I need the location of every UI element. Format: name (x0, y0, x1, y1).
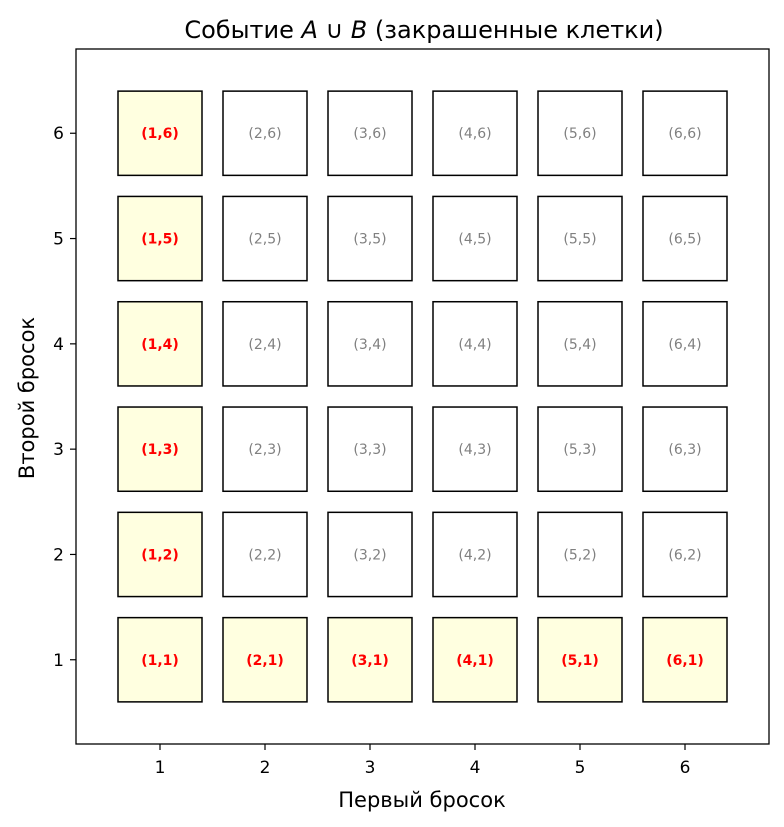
cell-label: (2,3) (248, 442, 281, 458)
cell-label: (4,6) (458, 126, 491, 142)
cells-layer: (1,6) (2,6) (3,6) (4,6) (5,6) (6,6) (1,5) (2,5)… (117, 90, 728, 703)
cell-label: (5,4) (563, 337, 596, 353)
outcome-cell-highlighted (432, 616, 518, 703)
cell-label: (5,1) (561, 653, 599, 669)
outcome-cell (432, 195, 518, 282)
outcome-cell (327, 511, 413, 598)
outcome-cell-highlighted (117, 195, 203, 282)
x-tick-label: 1 (155, 758, 166, 778)
cell-label: (3,4) (353, 337, 386, 353)
cell-label: (4,1) (456, 653, 494, 669)
title-part: (закрашенные клетки) (367, 16, 663, 44)
y-tick-label: 6 (53, 124, 64, 144)
cell-label: (6,6) (668, 126, 701, 142)
outcome-cell (537, 195, 623, 282)
cell-label: (6,3) (668, 442, 701, 458)
outcome-cell (537, 406, 623, 493)
cell-label: (5,3) (563, 442, 596, 458)
cell-label: (2,1) (246, 653, 284, 669)
outcome-cell (222, 90, 308, 177)
outcome-cell (432, 90, 518, 177)
cell-label: (2,4) (248, 337, 281, 353)
outcome-cell (222, 406, 308, 493)
plot-frame (75, 48, 770, 745)
outcome-cell-highlighted (327, 616, 413, 703)
x-tick-label: 6 (680, 758, 691, 778)
y-tick-label: 4 (53, 335, 64, 355)
outcome-cell (432, 406, 518, 493)
title-part: A (300, 16, 318, 44)
cell-label: (4,3) (458, 442, 491, 458)
outcome-cell (642, 511, 728, 598)
outcome-cell (642, 406, 728, 493)
cell-label: (4,4) (458, 337, 491, 353)
title-part: ∪ (318, 16, 351, 44)
ticks-layer: 1 2 3 4 5 6 1 2 3 4 5 6 (53, 124, 690, 778)
y-tick-label: 5 (53, 230, 64, 250)
x-tick-label: 3 (365, 758, 376, 778)
outcome-cell (537, 300, 623, 387)
outcome-cell (432, 300, 518, 387)
outcome-cell-highlighted (117, 406, 203, 493)
cell-label: (1,2) (141, 547, 179, 563)
cell-label: (1,1) (141, 653, 179, 669)
x-tick-label: 2 (260, 758, 271, 778)
y-tick-label: 3 (53, 440, 64, 460)
cell-label: (1,6) (141, 126, 179, 142)
title-part: Событие (184, 16, 301, 44)
cell-label: (4,2) (458, 547, 491, 563)
cell-label: (6,4) (668, 337, 701, 353)
y-tick-label: 1 (53, 651, 64, 671)
x-axis-label: Первый бросок (338, 788, 506, 812)
cell-label: (5,5) (563, 232, 596, 248)
cell-label: (4,5) (458, 232, 491, 248)
cell-label: (2,2) (248, 547, 281, 563)
cell-label: (1,3) (141, 442, 179, 458)
cell-label: (3,2) (353, 547, 386, 563)
outcome-cell-highlighted (222, 616, 308, 703)
outcome-cell (327, 90, 413, 177)
cell-label: (2,6) (248, 126, 281, 142)
cell-label: (6,5) (668, 232, 701, 248)
outcome-cell-highlighted (117, 616, 203, 703)
cell-label: (3,3) (353, 442, 386, 458)
outcome-cell-highlighted (117, 90, 203, 177)
outcome-cell (327, 300, 413, 387)
outcome-cell (327, 406, 413, 493)
outcome-cell-highlighted (117, 300, 203, 387)
x-tick-label: 5 (575, 758, 586, 778)
cell-label: (6,2) (668, 547, 701, 563)
cell-label: (1,4) (141, 337, 179, 353)
outcome-cell-highlighted (117, 511, 203, 598)
outcome-cell (537, 511, 623, 598)
outcome-cell (222, 511, 308, 598)
outcome-cell (327, 195, 413, 282)
chart-title: Событие A ∪ B (закрашенные клетки) (184, 16, 663, 44)
outcome-cell (642, 90, 728, 177)
x-tick-label: 4 (470, 758, 481, 778)
outcome-cell-highlighted (642, 616, 728, 703)
outcome-cell (222, 195, 308, 282)
cell-label: (3,5) (353, 232, 386, 248)
cell-label: (1,5) (141, 232, 179, 248)
cell-label: (6,1) (666, 653, 704, 669)
outcome-cell (642, 195, 728, 282)
cell-label: (3,6) (353, 126, 386, 142)
title-part: B (351, 16, 367, 44)
cell-label: (3,1) (351, 653, 389, 669)
cell-label: (5,2) (563, 547, 596, 563)
outcome-cell (222, 300, 308, 387)
outcome-cell (537, 90, 623, 177)
outcome-cell (642, 300, 728, 387)
cell-label: (5,6) (563, 126, 596, 142)
y-axis-label: Второй бросок (15, 317, 39, 479)
outcome-cell-highlighted (537, 616, 623, 703)
cell-label: (2,5) (248, 232, 281, 248)
outcome-cell (432, 511, 518, 598)
y-tick-label: 2 (53, 545, 64, 565)
